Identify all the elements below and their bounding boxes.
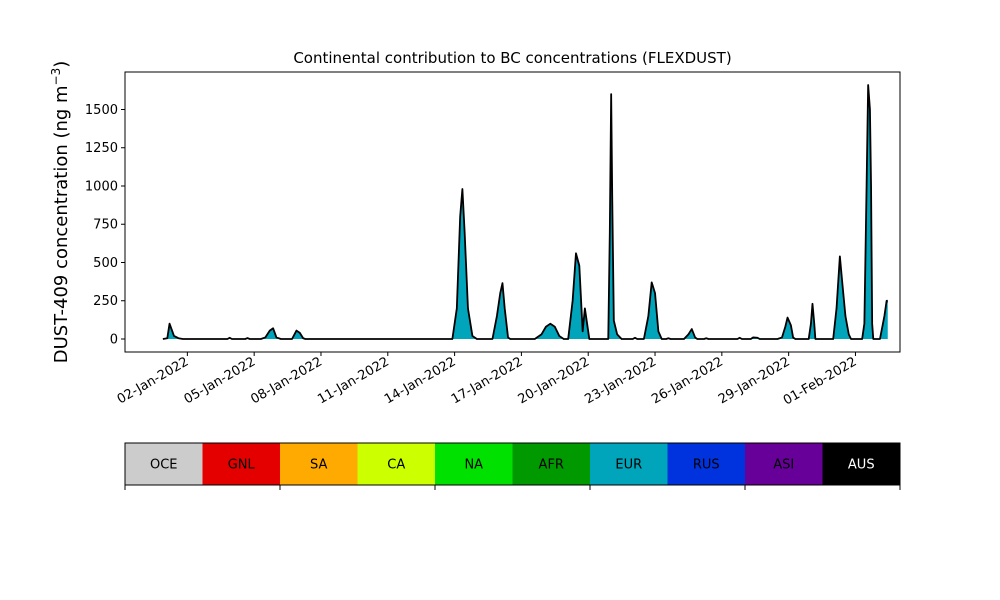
x-tick-label: 23-Jan-2022 <box>582 354 659 407</box>
y-tick-label: 250 <box>93 294 118 309</box>
x-tick-label: 01-Feb-2022 <box>781 354 860 408</box>
x-tick-label: 08-Jan-2022 <box>248 354 325 407</box>
x-tick-label: 11-Jan-2022 <box>315 354 392 407</box>
y-tick-label: 0 <box>110 332 118 347</box>
x-tick-label: 02-Jan-2022 <box>115 354 192 407</box>
x-tick-label: 05-Jan-2022 <box>182 354 259 407</box>
x-tick-label: 26-Jan-2022 <box>649 354 726 407</box>
plot-area <box>162 84 888 340</box>
legend-swatch <box>435 443 513 485</box>
total-line <box>162 84 888 340</box>
legend-swatch <box>745 443 823 485</box>
legend-label: AFR <box>539 458 564 473</box>
y-axis-label-close: ) <box>51 61 72 68</box>
legend-label: NA <box>464 458 483 473</box>
legend-swatch <box>280 443 358 485</box>
area-series-eur <box>162 85 888 339</box>
x-tick-label: 29-Jan-2022 <box>716 354 793 407</box>
y-tick-label: 750 <box>93 218 118 233</box>
legend-label: RUS <box>693 458 720 473</box>
legend-label: EUR <box>615 458 642 473</box>
legend-label: GNL <box>228 458 256 473</box>
y-tick-label: 1500 <box>85 103 118 118</box>
legend-label: SA <box>310 458 327 473</box>
area-series-rus <box>162 85 888 339</box>
chart-title: Continental contribution to BC concentra… <box>293 49 731 67</box>
legend-swatch <box>357 443 435 485</box>
legend-swatch <box>125 443 203 485</box>
x-tick-label: 20-Jan-2022 <box>516 354 593 407</box>
y-axis-label-sup: −3 <box>49 68 63 86</box>
legend-label: CA <box>387 458 405 473</box>
legend-swatch <box>202 443 280 485</box>
y-axis-label-main: DUST-409 concentration (ng m <box>51 85 72 363</box>
plot-frame <box>124 71 901 353</box>
x-tick-label: 14-Jan-2022 <box>382 354 459 407</box>
y-tick-label: 500 <box>93 256 118 271</box>
legend-swatch <box>667 443 745 485</box>
legend-label: AUS <box>848 458 875 473</box>
y-axis-label: DUST-409 concentration (ng m−3) <box>49 61 72 364</box>
y-tick-label: 1000 <box>85 179 118 194</box>
legend-swatch <box>822 443 900 485</box>
y-tick-label: 1250 <box>85 141 118 156</box>
legend-frame <box>124 442 901 486</box>
legend-label: OCE <box>150 458 178 473</box>
legend-swatch <box>590 443 668 485</box>
legend-label: ASI <box>773 458 794 473</box>
legend-colorbar: OCE GNL SA CA NA AFR EUR RUS ASI AUS <box>124 442 901 490</box>
legend-swatch <box>512 443 590 485</box>
x-tick-label: 17-Jan-2022 <box>449 354 526 407</box>
x-axis: 02-Jan-202205-Jan-202208-Jan-202211-Jan-… <box>115 352 860 408</box>
y-axis: 0 250 500 750 1000 1250 1500 <box>85 103 125 347</box>
